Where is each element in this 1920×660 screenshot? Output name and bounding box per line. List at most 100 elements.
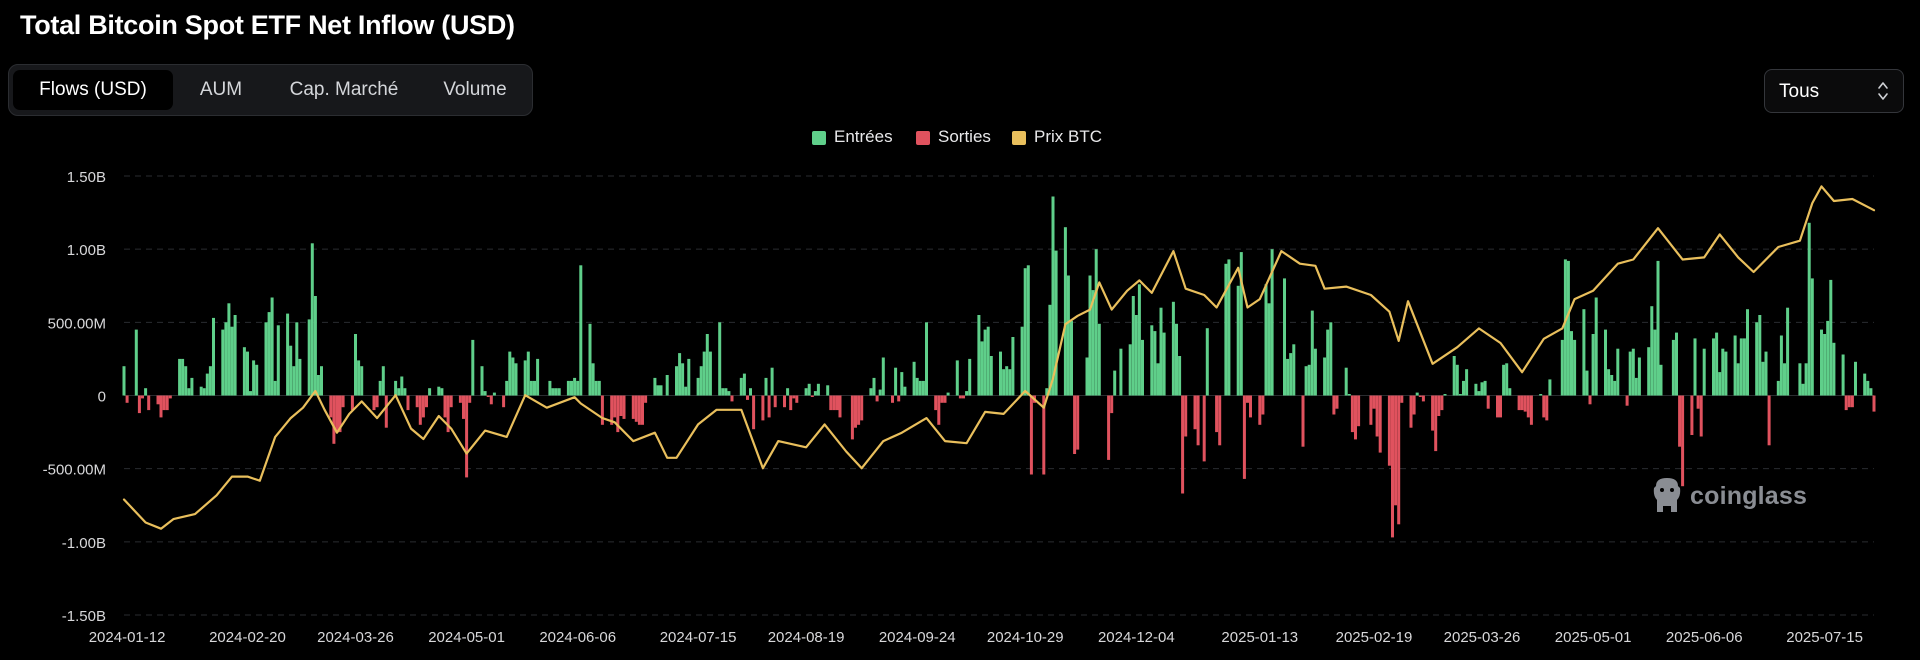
inflow-bar (437, 386, 441, 396)
inflow-bar (1483, 380, 1487, 396)
inflow-bar (246, 351, 249, 396)
outflow-bar (137, 395, 141, 414)
inflow-bar (483, 391, 487, 396)
inflow-bar (718, 322, 722, 396)
y-tick-label: 1.00B (67, 242, 106, 259)
outflow-bar (1357, 395, 1361, 427)
inflow-bar (656, 385, 660, 396)
inflow-bar (566, 380, 570, 396)
inflow-bar (1005, 366, 1009, 396)
outflow-bar (829, 395, 833, 411)
outflow-bar (1690, 395, 1694, 435)
y-tick-label: 0 (98, 389, 106, 406)
outflow-bar (489, 395, 493, 405)
inflow-bar (1823, 334, 1827, 396)
inflow-bar (1863, 373, 1867, 396)
inflow-bar (804, 388, 808, 396)
inflow-bar (400, 376, 404, 396)
inflow-bar (1573, 339, 1577, 396)
outflow-bar (835, 395, 839, 411)
inflow-bar (921, 380, 925, 396)
inflow-bar (199, 386, 203, 396)
inflow-bar (1113, 370, 1117, 396)
y-tick-label: 1.50B (67, 169, 106, 186)
inflow-bar (1088, 275, 1092, 396)
inflow-bar (394, 380, 398, 396)
inflow-bar (1783, 363, 1786, 396)
inflow-bar (1141, 339, 1144, 396)
outflow-bar (1335, 395, 1339, 409)
inflow-bar (1292, 344, 1296, 396)
inflow-bar (1458, 394, 1462, 396)
inflow-bar (1310, 310, 1314, 396)
inflow-bar (1323, 357, 1327, 396)
tab-flows-usd[interactable]: Flows (USD) (13, 70, 173, 110)
inflow-bar (316, 375, 320, 396)
inflow-bar (681, 363, 685, 396)
outflow-bar (1847, 395, 1851, 408)
inflow-bar (1023, 268, 1027, 396)
tab-aum[interactable]: AUM (199, 79, 243, 100)
outflow-bar (613, 395, 617, 418)
outflow-bar (1184, 395, 1188, 437)
inflow-bar (1008, 369, 1012, 396)
outflow-bar (341, 395, 345, 408)
inflow-bar (570, 380, 573, 396)
inflow-bar (1755, 322, 1759, 396)
outflow-bar (1767, 395, 1771, 446)
inflow-bar (255, 364, 259, 396)
coinglass-logo-icon (1653, 478, 1681, 512)
outflow-bar (891, 395, 894, 403)
inflow-bar (1304, 366, 1308, 396)
inflow-bar (597, 380, 601, 396)
inflow-bar (1841, 354, 1845, 396)
tab-cap-marche[interactable]: Cap. Marché (289, 79, 399, 100)
watermark-text: coinglass (1690, 482, 1808, 510)
inflow-bar (1344, 367, 1348, 396)
outflow-bar (1110, 395, 1114, 414)
inflow-bar (1270, 249, 1274, 396)
inflow-bar (307, 319, 311, 396)
inflow-bar (295, 322, 299, 396)
outflow-bar (1437, 395, 1441, 416)
outflow-bar (162, 395, 166, 411)
inflow-bar (1119, 348, 1123, 396)
inflow-bar (1832, 342, 1836, 396)
inflow-bar (1239, 252, 1243, 396)
outflow-bar (610, 395, 614, 425)
inflow-bar (428, 388, 432, 396)
outflow-bar (616, 395, 620, 433)
inflow-bar (1610, 375, 1614, 396)
inflow-bar (403, 388, 407, 396)
inflow-bar (1659, 364, 1663, 396)
outflow-bar (1375, 395, 1379, 437)
flow-bars (122, 196, 1876, 538)
range-select[interactable]: Tous (1764, 69, 1904, 113)
inflow-bar (1613, 380, 1617, 396)
outflow-bar (962, 395, 965, 399)
inflow-bar (1286, 358, 1290, 396)
outflow-bar (1440, 395, 1444, 411)
inflow-bar (181, 358, 185, 396)
outflow-bar (1258, 395, 1262, 425)
inflow-bar (187, 388, 191, 396)
inflow-bar (1128, 344, 1132, 396)
inflow-bar (310, 243, 314, 396)
inflow-bar (548, 380, 552, 396)
x-tick-label: 2024-07-15 (660, 629, 737, 646)
x-tick-label: 2024-12-04 (1098, 629, 1175, 646)
inflow-bar (1693, 338, 1697, 396)
inflow-bar (912, 361, 916, 396)
outflow-bar (634, 395, 638, 422)
inflow-bar (536, 358, 540, 396)
inflow-bar (1070, 320, 1073, 396)
tab-volume[interactable]: Volume (443, 79, 507, 100)
inflow-bar (178, 358, 182, 396)
inflow-bar (1329, 322, 1333, 396)
inflow-bar (1134, 315, 1138, 396)
outflow-bar (1542, 395, 1546, 418)
inflow-bar (1650, 306, 1654, 396)
inflow-bar (708, 351, 712, 396)
outflow-bar (1350, 395, 1354, 433)
inflow-bar (1736, 363, 1740, 396)
